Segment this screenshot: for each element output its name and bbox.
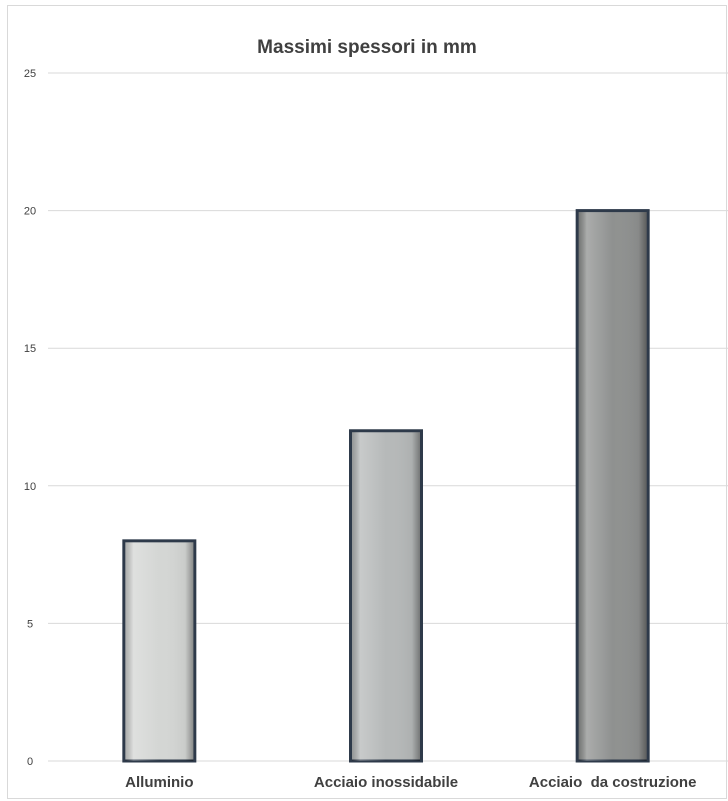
y-tick-label: 5 [27,618,33,630]
y-tick-label: 10 [24,481,36,493]
chart-title: Massimi spessori in mm [257,37,477,58]
bar-shading [125,542,194,761]
bar-shading [352,432,420,761]
x-tick-label: Acciaio inossidabile [314,774,458,791]
y-tick-label: 15 [24,343,36,355]
y-tick-label: 20 [24,206,36,218]
x-tick-label: Acciaio da costruzione [529,774,697,791]
bar-shading [578,212,647,762]
y-tick-label: 0 [27,756,33,768]
x-tick-label: Alluminio [125,774,193,791]
y-tick-label: 25 [24,68,36,80]
